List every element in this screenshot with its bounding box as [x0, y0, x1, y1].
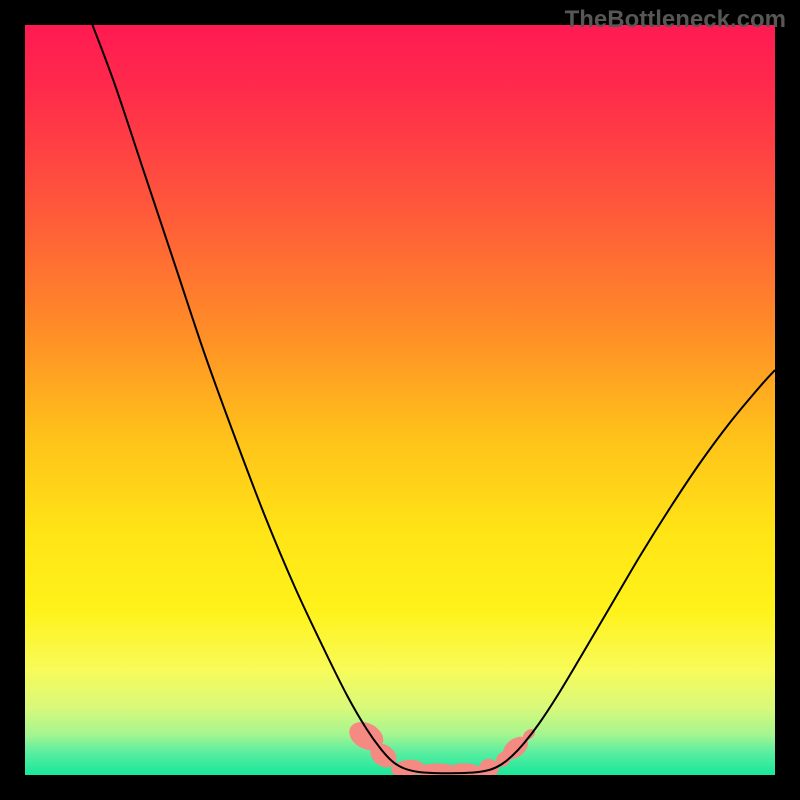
- chart-frame: TheBottleneck.com: [0, 0, 800, 800]
- chart-gradient-background: [25, 25, 775, 775]
- watermark-attribution: TheBottleneck.com: [565, 6, 786, 34]
- bottleneck-chart-svg: [0, 0, 800, 800]
